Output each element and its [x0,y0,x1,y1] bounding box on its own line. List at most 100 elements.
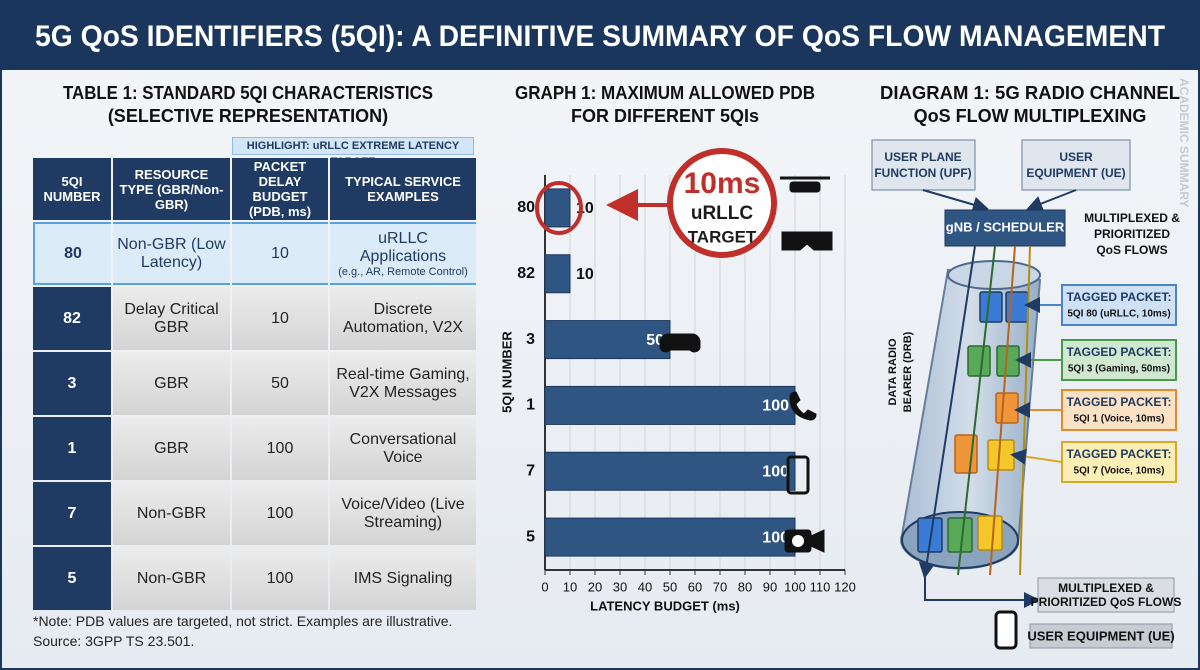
chart-title: FOR DIFFERENT 5QIs [571,106,759,126]
diagram: DIAGRAM 1: 5G RADIO CHANNEL QoS FLOW MUL… [871,83,1182,650]
table-title: TABLE 1: STANDARD 5QI CHARACTERISTICS [63,83,433,103]
callout-circle [667,148,777,258]
x-tick-label: 90 [763,579,777,594]
packet-detail: 5QI 80 (uRLLC, 10ms) [1067,309,1170,320]
x-tick-label: 20 [588,579,602,594]
table-source: Source: 3GPP TS 23.501. [33,633,195,649]
table-cell: Conversational Voice [330,417,476,480]
packet-detail: 5QI 7 (Voice, 10ms) [1074,466,1165,477]
phone-icon [789,391,817,421]
gnb-label: gNB / SCHEDULER [946,219,1065,234]
table-cell: Voice/Video (Live Streaming) [330,482,476,545]
bar-chart: GRAPH 1: MAXIMUM ALLOWED PDB FOR DIFFERE… [499,83,855,614]
x-tick-label: 80 [738,579,752,594]
bar [544,517,796,557]
highlight-badge: HIGHLIGHT: uRLLC EXTREME LATENCY TARGET [232,137,474,168]
cell-text: uRLLC Applications [359,229,447,265]
x-tick-label: 10 [563,579,577,594]
packet-box [1061,339,1177,381]
table-cell: GBR [113,352,230,415]
gnb-box [944,209,1066,247]
cell-subtext: (e.g., AR, Remote Control) [338,265,468,278]
y-tick-label: 1 [526,397,535,414]
x-tick-label: 0 [541,579,548,594]
table-cell: 10 [232,287,328,350]
y-tick-label: 5 [526,528,535,545]
column-header: 5QI NUMBER [33,158,111,220]
x-tick-label: 60 [688,579,702,594]
table-cell: 1 [33,417,111,480]
table-cell: Non-GBR [113,547,230,610]
packet-title: TAGGED PACKET: [1067,345,1172,359]
column-header: PACKET DELAY BUDGET (PDB, ms) [232,158,328,220]
ue-label: USER [1059,150,1093,164]
column-header: TYPICAL SERVICE EXAMPLES [330,158,476,220]
diagram-title: DIAGRAM 1: 5G RADIO CHANNEL [880,83,1180,103]
packet-detail: 5QI 3 (Gaming, 50ms) [1068,364,1170,375]
service-icons [659,176,833,553]
callout-value: 10ms [684,167,761,200]
table: 5QI NUMBER RESOURCE TYPE (GBR/Non-GBR) PAC… [33,158,476,610]
bar [544,385,796,425]
table-cell: Real-time Gaming, V2X Messages [330,352,476,415]
table-cell: 10 [232,222,328,285]
arrow [922,189,989,213]
table-cell: GBR [113,417,230,480]
upf-label: FUNCTION (UPF) [874,166,971,180]
table-cell: 7 [33,482,111,545]
drb-cylinder-top [947,260,1041,290]
ue-phone-icon [994,610,1018,650]
x-tick-label: 110 [810,579,831,594]
ue-bottom-label: USER EQUIPMENT (UE) [1027,628,1174,643]
x-tick-label: 50 [663,579,677,594]
table-cell: uRLLC Applications (e.g., AR, Remote Cont… [330,222,476,285]
table-cell: Discrete Automation, V2X [330,287,476,350]
chart-title: GRAPH 1: MAXIMUM ALLOWED PDB [515,83,815,103]
table-cell: 82 [33,287,111,350]
y-tick-label: 80 [517,199,535,216]
vr-icon [781,231,833,251]
callout: 10ms uRLLC TARGET [535,148,777,258]
y-tick-label: 3 [526,331,535,348]
arrow [1026,189,1077,212]
value-label: 100 [762,398,789,415]
table-cell: 100 [232,417,328,480]
table-note: *Note: PDB values are targeted, not stri… [33,613,453,629]
table-cell: IMS Signaling [330,547,476,610]
header-bar [0,0,1200,70]
table-title: (SELECTIVE REPRESENTATION) [108,106,388,126]
bottom-flows-box [1037,577,1175,613]
y-tick-label: 82 [517,265,535,282]
column-header: RESOURCE TYPE (GBR/Non-GBR) [113,158,230,220]
x-tick-label: 120 [834,579,856,594]
x-tick-label: 40 [638,579,652,594]
gamepad-icon [659,333,701,353]
packet-title: TAGGED PACKET: [1067,395,1172,409]
bar [544,188,571,228]
packet-box [1061,284,1177,326]
bottom-flows-label: PRIORITIZED QoS FLOWS [1031,595,1182,609]
callout-text: uRLLC [691,203,754,224]
packet-box [1061,441,1177,483]
callout-text: TARGET [688,227,757,246]
table-cell: 80 [33,222,111,285]
x-tick-label: 100 [784,579,806,594]
table-cell: 50 [232,352,328,415]
table-cell: Delay Critical GBR [113,287,230,350]
x-axis-label: LATENCY BUDGET (ms) [590,598,740,613]
ue-box [1021,139,1131,191]
drb-label: BEARER (DRB) [902,331,914,412]
table-cell: 100 [232,547,328,610]
table-cell: 3 [33,352,111,415]
bar [544,254,571,294]
side-label: ACADEMIC SUMMARY [1177,78,1191,208]
table-cell: 100 [232,482,328,545]
ue-bottom-box [1029,623,1173,649]
value-label: 100 [762,529,789,546]
bar [544,320,671,360]
y-axis-label: 5QI NUMBER [499,331,514,413]
page-title: 5G QoS IDENTIFIERS (5QI): A DEFINITIVE S… [35,20,1165,53]
diagram-title: QoS FLOW MULTIPLEXING [914,106,1147,126]
